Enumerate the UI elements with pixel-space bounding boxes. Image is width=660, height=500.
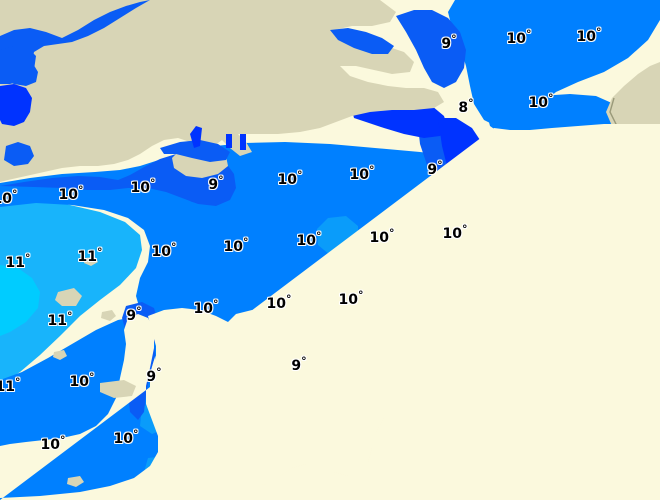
sea-thames-inlet [330,28,394,54]
sea-chichester-harbour [240,134,246,150]
land-britain [0,0,444,182]
sea-band-10-northeast [448,0,660,128]
land-normandy [148,308,336,380]
sea-severn-lower [0,84,32,126]
sea-severn-inlet [4,142,34,166]
sea-band-11-core [0,265,40,336]
sea-bristol-channel [0,0,150,86]
sea-solent [160,140,230,162]
land-islet-c [101,310,116,321]
sea-portsmouth-harbour [226,134,232,148]
land-islet-e [53,350,67,360]
land-islet-a [55,288,82,306]
land-islet-b [100,380,136,398]
sea-southampton-water [190,126,202,148]
land-islet-f [67,476,84,487]
land-islet-d [84,257,98,266]
sea-band-9-thames [396,10,466,88]
land-brittany [170,332,660,500]
sea-severn-pocket [0,46,36,84]
